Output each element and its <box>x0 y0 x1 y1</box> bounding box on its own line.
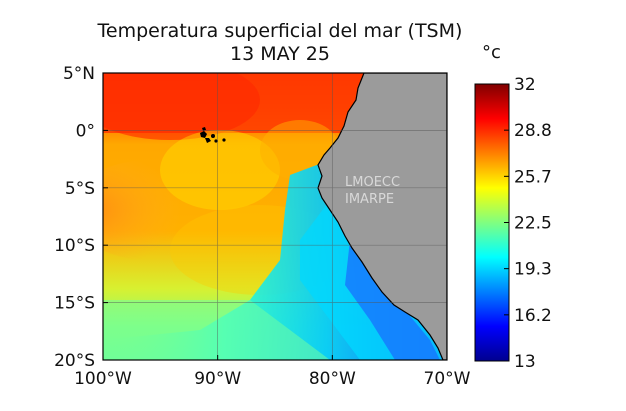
colorbar-ticks: 32 28.8 25.7 22.5 19.3 16.2 13 <box>504 75 552 372</box>
lon-tick-label: 70°W <box>424 369 471 389</box>
lon-tick-label: 100°W <box>74 369 132 389</box>
colorbar-tick-label: 32 <box>514 75 536 95</box>
sst-field <box>103 73 447 360</box>
map-frame <box>102 72 448 361</box>
lat-tick-label: 5°N <box>63 64 95 84</box>
lon-tick-label: 90°W <box>194 369 241 389</box>
colorbar-tick-label: 28.8 <box>514 121 552 141</box>
map-title: Temperatura superficial del mar (TSM) <box>97 20 463 42</box>
lat-tick-label: 0° <box>76 121 95 141</box>
land-south-america <box>317 73 447 360</box>
colorbar-tick-label: 19.3 <box>514 260 552 280</box>
colorbar-unit: °c <box>482 42 501 63</box>
colorbar <box>474 83 510 362</box>
graticule <box>103 73 447 360</box>
colorbar-tick-label: 13 <box>514 352 536 372</box>
map-axes: 100°W 90°W 80°W 70°W 5°N 0° 5°S 10°S 15°S 20°S <box>54 64 471 389</box>
lat-tick-label: 10°S <box>54 236 95 256</box>
lat-tick-label: 5°S <box>65 179 95 199</box>
lon-tick-label: 80°W <box>309 369 356 389</box>
colorbar-tick-label: 25.7 <box>514 167 552 187</box>
lat-tick-label: 20°S <box>54 351 95 371</box>
lat-tick-label: 15°S <box>54 294 95 314</box>
colorbar-tick-label: 22.5 <box>514 214 552 234</box>
map-date: 13 MAY 25 <box>230 43 330 65</box>
galapagos-islands <box>200 127 226 143</box>
watermark-line-1: LMOECC <box>345 175 400 190</box>
colorbar-tick-label: 16.2 <box>514 306 552 326</box>
watermark-line-2: IMARPE <box>345 192 394 207</box>
